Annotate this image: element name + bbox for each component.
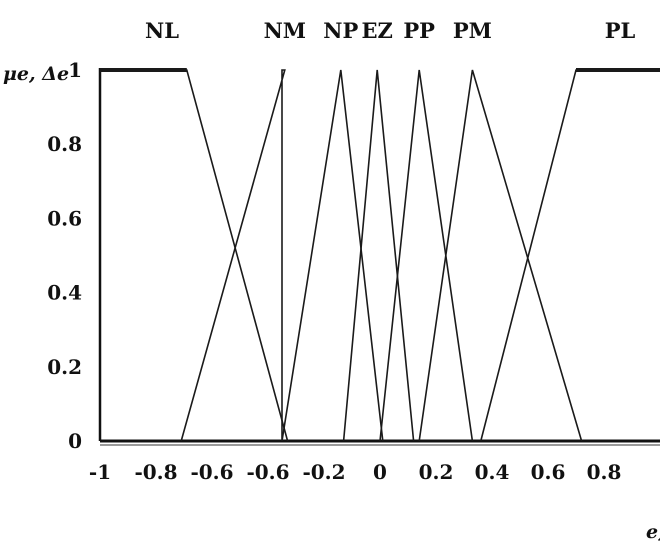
y-tick-label: 1 xyxy=(68,58,82,82)
x-tick-label: -0.6 xyxy=(190,460,233,484)
y-tick-labels: 0 0.2 0.4 0.6 0.8 1 xyxy=(47,58,82,453)
x-tick-label: -0.2 xyxy=(302,460,345,484)
series-label-nm: NM xyxy=(264,18,306,43)
y-tick-label: 0 xyxy=(68,429,82,453)
series-line-pl xyxy=(480,69,660,442)
axes xyxy=(98,68,660,446)
x-tick-label: -1 xyxy=(89,460,111,484)
x-tick-labels: -1 -0.8 -0.6 -0.6 -0.2 0 0.2 0.4 0.6 0.8 xyxy=(89,460,622,484)
x-tick-label: 0.2 xyxy=(419,460,454,484)
series-label-np: NP xyxy=(323,18,358,43)
y-tick-label: 0.6 xyxy=(47,206,82,230)
x-tick-label: -0.8 xyxy=(134,460,177,484)
y-tick-label: 0.8 xyxy=(47,132,82,156)
series-line-np xyxy=(281,69,384,442)
series-lines xyxy=(100,68,660,442)
series-labels: NL NM NP EZ PP PM PL xyxy=(145,18,635,43)
x-tick-label: 0.8 xyxy=(587,460,622,484)
series-label-pl: PL xyxy=(605,18,636,43)
series-line-nm xyxy=(180,69,286,442)
series-label-pm: PM xyxy=(453,18,492,43)
x-tick-label: 0.4 xyxy=(475,460,510,484)
series-label-nl: NL xyxy=(145,18,179,43)
x-tick-label: -0.6 xyxy=(246,460,289,484)
x-tick-label: 0 xyxy=(373,460,387,484)
series-line-pp xyxy=(379,69,474,442)
y-tick-label: 0.4 xyxy=(47,281,82,305)
series-line-pm xyxy=(418,69,583,442)
y-axis-label: μe, Δe xyxy=(3,63,69,85)
x-axis-label: e, xyxy=(646,521,660,543)
x-tick-label: 0.6 xyxy=(531,460,566,484)
y-tick-label: 0.2 xyxy=(47,355,82,379)
series-line-ez xyxy=(342,69,415,442)
series-label-ez: EZ xyxy=(362,18,393,43)
series-line-nl xyxy=(100,69,289,442)
series-label-pp: PP xyxy=(403,18,435,43)
